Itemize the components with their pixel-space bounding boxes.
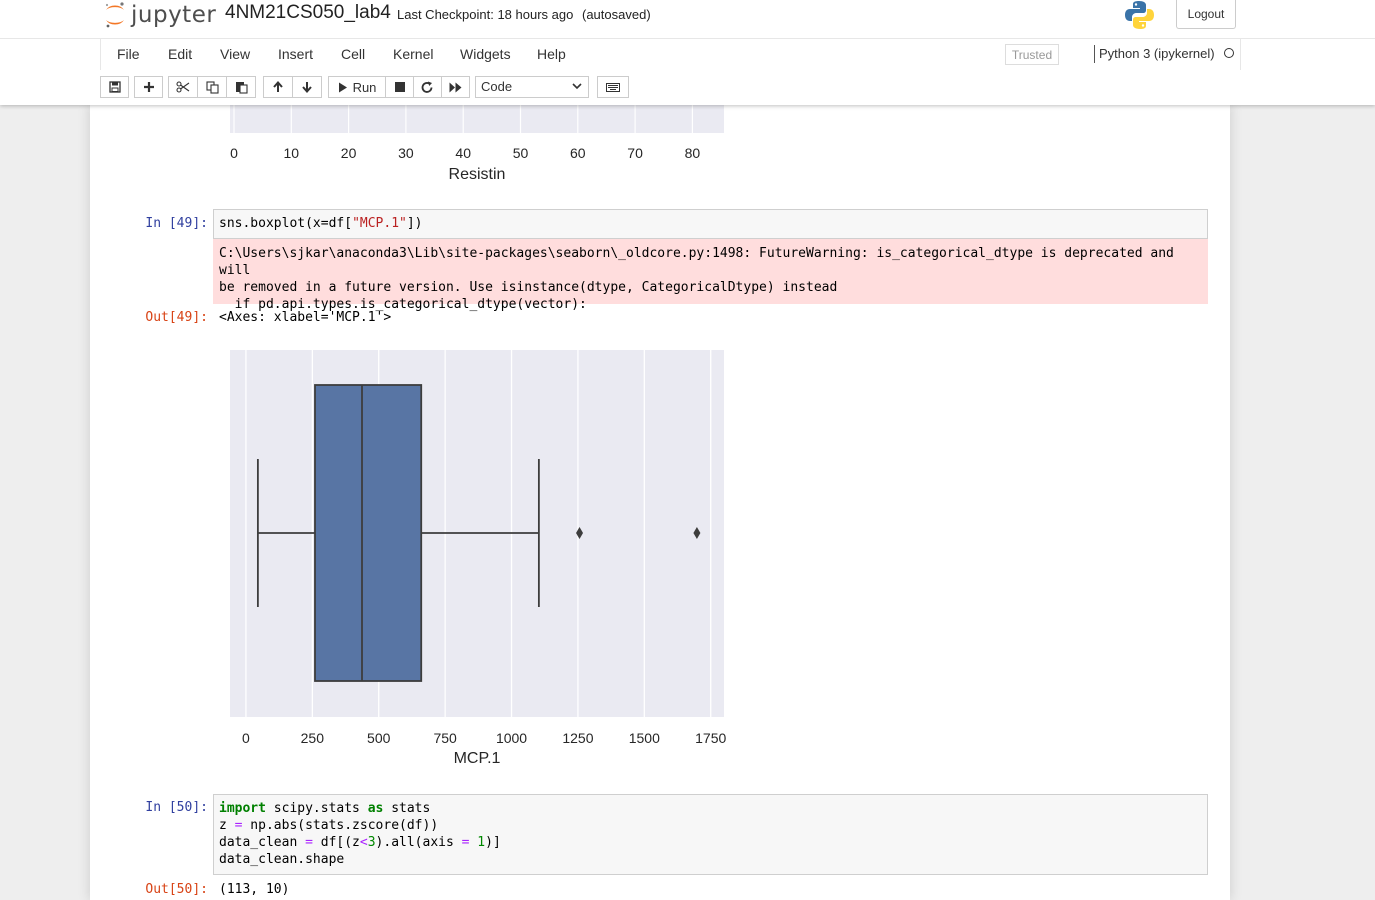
tick-label: 1750 [695,730,726,746]
out-prompt: Out[50]: [145,882,208,897]
tick-label: 750 [433,730,457,746]
menu-edit[interactable]: Edit [168,46,193,62]
notebook-container: 0 10 20 30 40 50 60 70 80 Resistin In [49]: sns.… [90,105,1230,900]
move-down-button[interactable] [292,76,322,98]
previous-plot: 0 10 20 30 40 50 60 70 80 Resistin [230,105,724,183]
menu-view[interactable]: View [220,46,251,62]
previous-plot-area [230,105,724,133]
menu-widgets[interactable]: Widgets [460,46,511,62]
tick-label: 80 [685,145,701,161]
code-text: ]) [406,216,423,231]
python-logo-icon [1124,0,1155,35]
cut-button[interactable] [168,76,198,98]
paste-button[interactable] [226,76,256,98]
command-palette-button[interactable] [597,76,629,98]
menu-insert[interactable]: Insert [278,46,314,62]
toolbar: Run Code [100,70,1239,105]
in-prompt: In [49]: [145,216,208,231]
chevron-down-icon [572,83,582,90]
code-operator: < [359,835,368,850]
outlier-point [576,527,584,539]
tick-label: 0 [230,145,238,161]
code-keyword: import [219,801,266,816]
jupyter-logo-text: jupyter [131,2,217,28]
save-icon [108,81,121,93]
stop-icon [394,82,405,92]
arrow-up-icon [273,81,283,92]
code-operator: = [234,818,243,833]
tick-label: 500 [367,730,391,746]
menu-help[interactable]: Help [537,46,566,62]
tick-label: 20 [341,145,357,161]
checkpoint-status: Last Checkpoint: 18 hours ago [397,7,574,22]
save-button[interactable] [100,76,129,98]
keyboard-icon [606,82,620,92]
tick-label: 250 [301,730,325,746]
tick-label: 70 [627,145,643,161]
restart-run-all-button[interactable] [441,76,470,98]
interrupt-button[interactable] [385,76,414,98]
tick-label: 1000 [496,730,527,746]
code-operator: = [305,835,313,850]
move-up-button[interactable] [263,76,293,98]
code-cell-input[interactable]: sns.boxplot(x=df["MCP.1"]) [213,209,1208,239]
code-number: 3 [367,835,376,850]
tick-label: 50 [513,145,529,161]
output-text: (113, 10) [219,882,290,897]
in-prompt: In [50]: [145,800,208,815]
notebook-name[interactable]: 4NM21CS050_lab4 [225,2,391,23]
fast-forward-icon [449,82,462,92]
boxplot-chart: 0 250 500 750 1000 1250 1500 1750 MCP.1 [230,350,727,767]
cut-icon [176,81,190,93]
tick-label: 40 [455,145,471,161]
tick-label: 30 [398,145,414,161]
output-text: <Axes: xlabel='MCP.1'> [219,310,392,325]
run-button[interactable]: Run [328,76,386,98]
tick-label: 0 [242,730,250,746]
cell-type-value: Code [481,79,513,94]
jupyter-logo-icon [105,2,124,28]
code-string: "MCP.1" [352,216,407,231]
kernel-separator [1094,45,1095,63]
code-text: sns.boxplot(x=df[ [219,216,353,231]
menu-kernel[interactable]: Kernel [393,46,434,62]
restart-icon [421,81,433,93]
jupyter-logo[interactable]: jupyter [103,0,216,30]
tick-label: 1500 [629,730,660,746]
cell-type-select[interactable]: Code [475,76,589,98]
run-label: Run [352,79,377,95]
logout-button[interactable]: Logout [1176,0,1236,29]
restart-button[interactable] [413,76,442,98]
stderr-output: C:\Users\sjkar\anaconda3\Lib\site-packag… [213,239,1208,312]
arrow-down-icon [302,82,312,93]
code-keyword: as [367,801,384,816]
tick-label: 1250 [562,730,593,746]
insert-cell-button[interactable] [134,76,163,98]
top-bar: jupyter 4NM21CS050_lab4 Last Checkpoint:… [0,0,1375,39]
previous-plot-xlabel: Resistin [449,166,506,183]
code-number: 1 [477,835,486,850]
kernel-name[interactable]: Python 3 (ipykernel) [1099,46,1215,61]
tick-label: 60 [570,145,586,161]
menu-bar: File Edit View Insert Cell Kernel Widget… [100,38,1241,70]
tick-label: 10 [284,145,300,161]
code-cell-input[interactable]: import scipy.stats as stats z = np.abs(s… [213,794,1208,875]
autosave-status: (autosaved) [582,7,651,22]
kernel-idle-indicator-icon [1224,48,1234,58]
paste-icon [235,81,248,94]
code-operator: = [461,835,470,850]
plus-icon [143,82,154,92]
trusted-indicator[interactable]: Trusted [1005,44,1059,65]
menu-file[interactable]: File [117,46,140,62]
chart-xlabel: MCP.1 [454,750,501,767]
copy-button[interactable] [197,76,227,98]
iqr-box [314,384,423,682]
outlier-point [693,527,701,539]
copy-icon [205,80,219,94]
menu-cell[interactable]: Cell [341,46,366,62]
notebook-header: jupyter 4NM21CS050_lab4 Last Checkpoint:… [0,0,1375,105]
run-icon [338,82,347,92]
out-prompt: Out[49]: [145,310,208,325]
